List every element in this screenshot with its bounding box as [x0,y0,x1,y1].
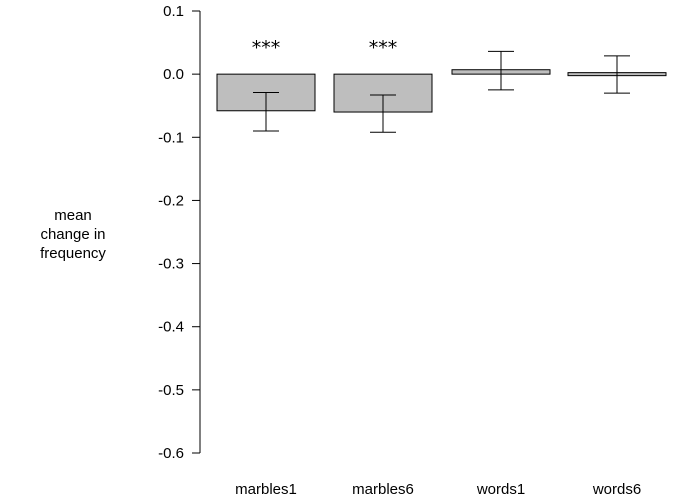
y-tick-label: -0.1 [158,129,184,146]
bars [217,70,666,112]
y-tick-label: -0.6 [158,445,184,462]
y-tick-label: 0.0 [163,66,184,83]
y-tick-label: 0.1 [163,3,184,20]
y-tick-label: -0.3 [158,256,184,273]
y-tick-label: -0.4 [158,319,184,336]
significance-markers: *** *** [252,37,398,59]
x-tick-label: words1 [476,481,525,498]
y-axis: 0.1 0.0 -0.1 -0.2 -0.3 -0.4 -0.5 -0.6 [158,3,200,462]
x-tick-label: marbles6 [352,481,414,498]
significance-marker: *** [369,37,398,59]
x-tick-label: marbles1 [235,481,297,498]
x-tick-label: words6 [592,481,641,498]
x-axis-labels: marbles1 marbles6 words1 words6 [235,481,641,498]
y-tick-label: -0.5 [158,382,184,399]
y-tick-label: -0.2 [158,192,184,209]
significance-marker: *** [252,37,281,59]
